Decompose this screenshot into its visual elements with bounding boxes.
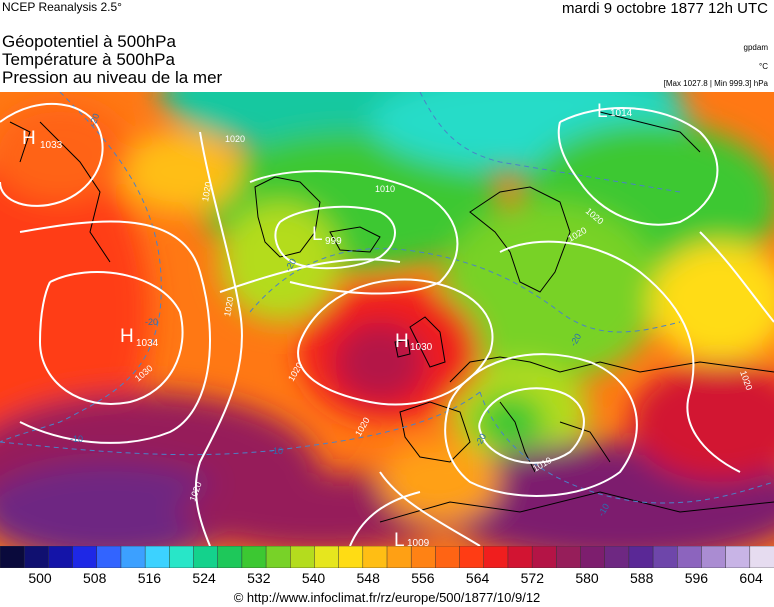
color-swatch bbox=[338, 546, 364, 568]
color-swatch bbox=[580, 546, 606, 568]
color-swatch bbox=[459, 546, 485, 568]
color-swatch bbox=[193, 546, 219, 568]
color-swatch bbox=[169, 546, 195, 568]
color-scale-bar bbox=[0, 546, 774, 568]
color-swatch bbox=[0, 546, 25, 568]
color-swatch bbox=[628, 546, 654, 568]
isobar-label: 1020 bbox=[200, 181, 213, 202]
color-swatch bbox=[144, 546, 171, 568]
color-scale-tick: 556 bbox=[411, 570, 435, 586]
color-swatch bbox=[362, 546, 388, 568]
isotherm-label: -10 bbox=[70, 434, 83, 444]
center-type-label: L bbox=[597, 101, 608, 122]
unit-geopotential: gpdam bbox=[743, 43, 768, 52]
source-label: NCEP Reanalysis 2.5° bbox=[2, 0, 122, 14]
center-type-label: H bbox=[395, 331, 409, 352]
color-swatch bbox=[72, 546, 98, 568]
pressure-center-h1030: H 1030 bbox=[395, 331, 433, 353]
color-scale-tick: 516 bbox=[137, 570, 162, 586]
center-value-label: 1030 bbox=[410, 342, 433, 353]
color-scale-tick: 524 bbox=[192, 570, 216, 586]
isotherm-label: -10 bbox=[270, 446, 283, 456]
pressure-center-h1033: H 1033 bbox=[22, 128, 63, 151]
color-swatch bbox=[531, 546, 558, 568]
isobar-label: 1010 bbox=[375, 184, 395, 194]
color-swatch bbox=[604, 546, 630, 568]
color-swatch bbox=[386, 546, 412, 568]
color-scale-tick: 588 bbox=[630, 570, 654, 586]
center-type-label: H bbox=[22, 128, 36, 149]
color-swatch bbox=[435, 546, 461, 568]
color-swatch bbox=[241, 546, 267, 568]
weather-map: H 1033 H 1034 H 1030 L 999 L 1014 L 1009… bbox=[0, 92, 774, 546]
color-swatch bbox=[725, 546, 751, 568]
color-swatch bbox=[217, 546, 243, 568]
isotherm-label: -20 bbox=[87, 112, 101, 128]
color-scale-tick: 508 bbox=[83, 570, 107, 586]
color-swatch bbox=[314, 546, 340, 568]
pressure-center-l1009: L 1009 bbox=[394, 530, 430, 546]
center-type-label: L bbox=[394, 530, 405, 546]
color-scale-tick: 564 bbox=[465, 570, 490, 586]
color-swatch bbox=[120, 546, 146, 568]
color-swatch bbox=[410, 546, 437, 568]
title-pressure: Pression au niveau de la mer bbox=[2, 68, 223, 87]
center-value-label: 999 bbox=[325, 236, 342, 247]
center-type-label: L bbox=[312, 224, 323, 245]
color-scale-tick: 580 bbox=[575, 570, 599, 586]
center-value-label: 1009 bbox=[407, 538, 430, 546]
pressure-center-h1034: H 1034 bbox=[120, 326, 159, 349]
isobar-label: 1020 bbox=[225, 134, 245, 144]
title-temperature: Température à 500hPa bbox=[2, 50, 175, 69]
color-swatch bbox=[96, 546, 122, 568]
color-scale-tick: 540 bbox=[301, 570, 326, 586]
center-type-label: H bbox=[120, 326, 134, 347]
color-swatch bbox=[23, 546, 50, 568]
color-swatch bbox=[701, 546, 727, 568]
color-swatch bbox=[48, 546, 74, 568]
color-scale-tick: 572 bbox=[520, 570, 544, 586]
unit-pressure: [Max 1027.8 | Min 999.3] hPa bbox=[663, 79, 768, 88]
color-swatch bbox=[749, 546, 774, 568]
pressure-center-l999: L 999 bbox=[312, 224, 342, 247]
title-geopotential: Géopotentiel à 500hPa bbox=[2, 32, 176, 51]
color-swatch bbox=[507, 546, 533, 568]
color-scale-tick: 532 bbox=[247, 570, 271, 586]
color-swatch bbox=[677, 546, 703, 568]
color-swatch bbox=[483, 546, 509, 568]
credit-text: © http://www.infoclimat.fr/rz/europe/500… bbox=[233, 590, 541, 605]
pressure-center-l1014: L 1014 bbox=[597, 101, 633, 122]
color-swatch bbox=[265, 546, 291, 568]
color-scale-tick: 548 bbox=[356, 570, 380, 586]
color-scale-tick: 596 bbox=[684, 570, 709, 586]
center-value-label: 1034 bbox=[136, 338, 159, 349]
color-swatch bbox=[652, 546, 678, 568]
center-value-label: 1033 bbox=[40, 140, 63, 151]
isobar-label: 1020 bbox=[222, 296, 235, 317]
datetime-label: mardi 9 octobre 1877 12h UTC bbox=[562, 0, 768, 17]
center-value-label: 1014 bbox=[610, 108, 633, 119]
color-swatch bbox=[556, 546, 582, 568]
isotherm-label: -20 bbox=[145, 317, 158, 327]
color-scale-tick: 604 bbox=[739, 570, 763, 586]
unit-temperature: °C bbox=[759, 62, 768, 71]
color-swatch bbox=[290, 546, 316, 568]
color-scale-tick: 500 bbox=[28, 570, 52, 586]
